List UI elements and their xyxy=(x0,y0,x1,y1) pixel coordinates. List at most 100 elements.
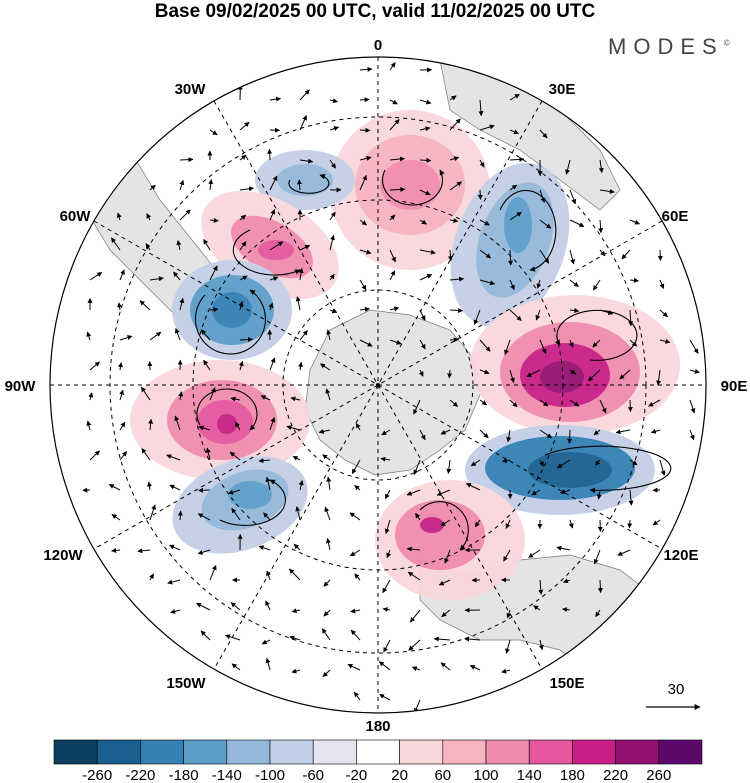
wind-vector xyxy=(329,126,340,131)
wind-vector xyxy=(266,570,271,581)
wind-vector xyxy=(141,448,151,461)
wind-vector xyxy=(200,630,211,641)
wind-vector xyxy=(597,579,603,594)
wind-vector xyxy=(533,605,541,611)
wind-vector xyxy=(350,629,361,641)
wind-vector xyxy=(413,399,421,415)
wind-vector xyxy=(599,249,606,257)
wind-vector xyxy=(321,628,331,641)
wind-vector xyxy=(179,297,185,311)
wind-vector xyxy=(318,428,331,434)
wind-vector xyxy=(119,451,128,461)
wind-vector xyxy=(149,504,156,521)
wind-vector xyxy=(298,361,304,371)
wind-vector xyxy=(295,506,301,521)
wind-vector xyxy=(539,399,549,407)
wind-vector xyxy=(419,249,436,255)
wind-vector xyxy=(110,237,121,251)
wind-vector xyxy=(479,219,490,226)
wind-vector xyxy=(146,481,152,491)
colorbar-swatch xyxy=(226,739,271,765)
wind-vector xyxy=(170,608,181,614)
wind-vector xyxy=(298,267,304,281)
wind-vector xyxy=(531,489,541,496)
wind-vector xyxy=(479,429,489,439)
wind-vector xyxy=(474,519,481,528)
wind-vector xyxy=(539,249,550,264)
wind-vector xyxy=(594,459,601,466)
wind-vector xyxy=(269,357,276,371)
wind-vector xyxy=(419,157,432,163)
wind-vector xyxy=(384,489,391,500)
colorbar-swatch xyxy=(312,739,357,765)
wind-vector xyxy=(355,422,361,431)
wind-vector xyxy=(203,238,211,251)
wind-vector xyxy=(689,399,696,414)
colorbar-swatch xyxy=(53,739,98,765)
anomaly-layer xyxy=(130,110,680,600)
wind-vector xyxy=(509,129,519,135)
colorbar-tick-label: -20 xyxy=(346,767,368,783)
lon-label-150w: 150W xyxy=(166,675,206,692)
wind-vector xyxy=(509,93,520,101)
wind-vector xyxy=(137,548,151,554)
wind-vector xyxy=(440,662,451,671)
wind-vector xyxy=(299,158,314,164)
wind-vector xyxy=(225,634,241,641)
wind-vector xyxy=(354,485,361,491)
wind-vector xyxy=(265,657,271,671)
wind-vector xyxy=(209,387,216,401)
wind-vector xyxy=(239,121,250,131)
map-border xyxy=(49,56,707,714)
wind-vector xyxy=(329,308,338,314)
colorbar-swatch xyxy=(442,739,487,765)
wind-vector xyxy=(111,513,121,521)
wind-vector xyxy=(689,368,700,374)
wind-vector xyxy=(291,668,301,674)
wind-vector xyxy=(295,296,301,311)
wind-vector xyxy=(293,543,301,551)
wind-vector xyxy=(359,279,367,291)
wind-vector xyxy=(209,307,219,313)
wind-vector xyxy=(689,339,699,354)
wind-vector xyxy=(465,483,481,491)
wind-vector xyxy=(595,609,601,618)
wind-vector xyxy=(619,369,631,380)
wind-vector xyxy=(569,279,579,287)
wind-vector xyxy=(568,339,574,348)
wind-vector xyxy=(509,211,522,221)
wind-vector xyxy=(629,277,639,283)
wind-vector xyxy=(169,484,181,491)
wind-vector xyxy=(198,425,211,431)
wind-vector xyxy=(382,579,391,594)
wind-vector xyxy=(111,547,121,553)
wind-vector xyxy=(329,273,335,281)
wind-vector xyxy=(447,369,453,379)
wind-vector xyxy=(329,98,338,104)
wind-vector xyxy=(108,484,121,491)
wind-vector xyxy=(298,480,304,491)
wind-vector xyxy=(503,549,511,562)
colorbar-swatch xyxy=(658,739,703,765)
wind-vector xyxy=(323,579,331,587)
wind-vector xyxy=(205,447,211,461)
wind-vector xyxy=(238,300,244,311)
wind-vector xyxy=(562,607,571,613)
wind-vector xyxy=(627,399,633,413)
wind-vector xyxy=(239,241,247,251)
wind-vector xyxy=(86,331,92,341)
colorbar-tick-label: -180 xyxy=(169,767,199,783)
wind-vector xyxy=(449,399,459,407)
lon-label-0: 0 xyxy=(374,37,382,54)
wind-vector xyxy=(176,240,182,251)
wind-vector xyxy=(347,663,361,671)
wind-vector xyxy=(659,459,666,476)
wind-vector xyxy=(322,454,331,461)
lon-label-30w: 30W xyxy=(175,81,207,98)
wind-vector xyxy=(539,129,548,139)
wind-vector xyxy=(230,602,241,611)
wind-vector xyxy=(359,249,372,255)
wind-vector xyxy=(449,95,457,101)
south-pole-marker xyxy=(376,383,380,387)
wind-vector xyxy=(464,636,481,642)
